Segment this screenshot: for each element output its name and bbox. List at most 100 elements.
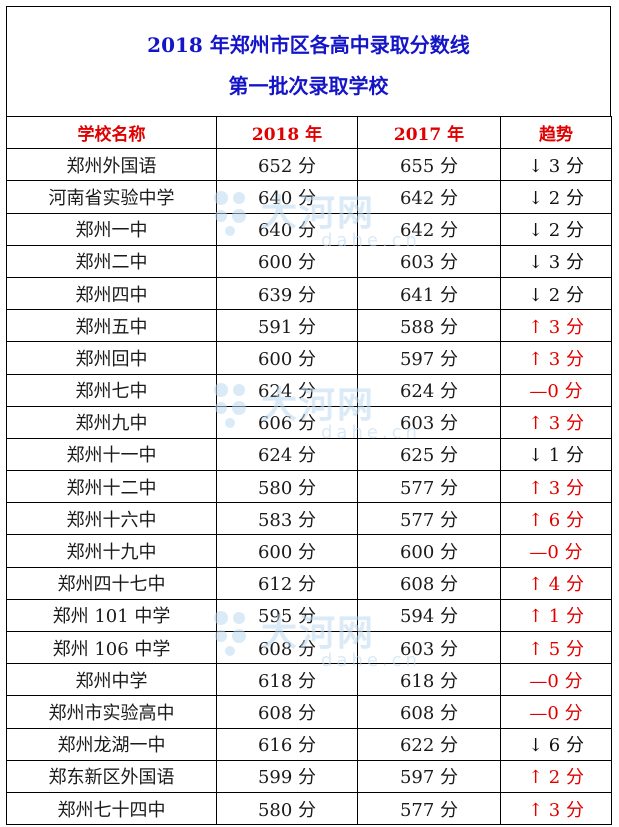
school-cell: 郑州五中 (6, 309, 217, 343)
header-2018: 2018 年 (216, 115, 358, 150)
score-2018-cell: 595 分 (216, 598, 358, 633)
school-cell: 郑州十六中 (6, 502, 217, 536)
table-row: 郑州五中 591 分 588 分 ↑ 3 分 (6, 309, 612, 343)
score-2018-cell: 639 分 (216, 276, 358, 311)
school-cell: 郑州龙湖一中 (6, 727, 217, 761)
trend-cell: ↑ 4 分 (500, 566, 612, 600)
trend-cell: ↑ 3 分 (500, 341, 612, 375)
trend-cell: ↑ 1 分 (500, 598, 612, 633)
table-row: 郑州外国语 652 分 655 分 ↓ 3 分 (6, 148, 612, 182)
score-2017-cell: 625 分 (357, 437, 501, 472)
table-row: 郑州十二中 580 分 577 分 ↑ 3 分 (6, 470, 612, 504)
table-row: 郑州十一中 624 分 625 分 ↓ 1 分 (6, 437, 612, 472)
header-school: 学校名称 (6, 115, 217, 150)
trend-cell: —0 分 (500, 663, 612, 697)
score-2018-cell: 591 分 (216, 309, 358, 343)
score-2017-cell: 577 分 (357, 502, 501, 536)
trend-cell: ↑ 3 分 (500, 309, 612, 343)
score-2017-cell: 597 分 (357, 341, 501, 375)
table-row: 郑州四中 639 分 641 分 ↓ 2 分 (6, 276, 612, 311)
score-2017-cell: 577 分 (357, 791, 501, 826)
page-subtitle: 第一批次录取学校 (228, 74, 389, 98)
header-trend: 趋势 (500, 115, 612, 150)
score-sheet: 2018 年郑州市区各高中录取分数线 第一批次录取学校 学校名称 2018 年 … (6, 6, 612, 826)
trend-cell: ↑ 6 分 (500, 502, 612, 536)
school-cell: 郑州 101 中学 (6, 598, 217, 633)
trend-cell: —0 分 (500, 695, 612, 729)
trend-cell: ↑ 3 分 (500, 470, 612, 504)
score-2017-cell: 594 分 (357, 598, 501, 633)
score-2017-cell: 641 分 (357, 276, 501, 311)
school-cell: 郑州中学 (6, 663, 217, 697)
school-cell: 郑州外国语 (6, 148, 217, 182)
table-header-row: 学校名称 2018 年 2017 年 趋势 (6, 115, 612, 150)
score-2018-cell: 600 分 (216, 341, 358, 375)
score-2017-cell: 603 分 (357, 630, 501, 665)
table-body: 郑州外国语 652 分 655 分 ↓ 3 分河南省实验中学 640 分 642 分 ↓ 2… (6, 148, 612, 826)
trend-cell: —0 分 (500, 373, 612, 407)
trend-cell: ↑ 5 分 (500, 630, 612, 665)
table-row: 河南省实验中学 640 分 642 分 ↓ 2 分 (6, 180, 612, 214)
trend-cell: ↑ 3 分 (500, 405, 612, 439)
school-cell: 郑州十九中 (6, 534, 217, 568)
trend-cell: ↓ 2 分 (500, 212, 612, 246)
score-2018-cell: 600 分 (216, 244, 358, 278)
score-2017-cell: 588 分 (357, 309, 501, 343)
table-row: 郑州十九中 600 分 600 分 —0 分 (6, 534, 612, 568)
trend-cell: ↑ 3 分 (500, 791, 612, 826)
table-row: 郑州龙湖一中 616 分 622 分 ↓ 6 分 (6, 727, 612, 761)
school-cell: 郑州回中 (6, 341, 217, 375)
school-cell: 郑州十一中 (6, 437, 217, 472)
score-2018-cell: 618 分 (216, 663, 358, 697)
title-box: 2018 年郑州市区各高中录取分数线 第一批次录取学校 (6, 6, 611, 116)
score-2017-cell: 577 分 (357, 470, 501, 504)
table-row: 郑州九中 606 分 603 分 ↑ 3 分 (6, 405, 612, 439)
score-2018-cell: 580 分 (216, 470, 358, 504)
trend-cell: ↓ 3 分 (500, 148, 612, 182)
score-2017-cell: 608 分 (357, 695, 501, 729)
school-cell: 郑州二中 (6, 244, 217, 278)
score-2017-cell: 603 分 (357, 405, 501, 439)
score-2017-cell: 642 分 (357, 180, 501, 214)
trend-cell: ↓ 1 分 (500, 437, 612, 472)
table-row: 郑州七中 624 分 624 分 —0 分 (6, 373, 612, 407)
trend-cell: ↓ 6 分 (500, 727, 612, 761)
score-2018-cell: 583 分 (216, 502, 358, 536)
score-2018-cell: 608 分 (216, 695, 358, 729)
score-2018-cell: 608 分 (216, 630, 358, 665)
school-cell: 郑州七十四中 (6, 791, 217, 826)
school-cell: 郑东新区外国语 (6, 759, 217, 793)
table-row: 郑州七十四中 580 分 577 分 ↑ 3 分 (6, 791, 612, 826)
school-cell: 郑州十二中 (6, 470, 217, 504)
table-row: 郑州十六中 583 分 577 分 ↑ 6 分 (6, 502, 612, 536)
school-cell: 郑州九中 (6, 405, 217, 439)
trend-cell: ↓ 2 分 (500, 276, 612, 311)
table-row: 郑州一中 640 分 642 分 ↓ 2 分 (6, 212, 612, 246)
table-row: 郑州市实验高中 608 分 608 分 —0 分 (6, 695, 612, 729)
school-cell: 郑州市实验高中 (6, 695, 217, 729)
score-2018-cell: 599 分 (216, 759, 358, 793)
score-2017-cell: 618 分 (357, 663, 501, 697)
score-2018-cell: 616 分 (216, 727, 358, 761)
trend-cell: ↓ 3 分 (500, 244, 612, 278)
score-2018-cell: 624 分 (216, 437, 358, 472)
page-title: 2018 年郑州市区各高中录取分数线 (147, 33, 470, 57)
school-cell: 郑州 106 中学 (6, 630, 217, 665)
school-cell: 郑州四中 (6, 276, 217, 311)
trend-cell: —0 分 (500, 534, 612, 568)
score-2017-cell: 603 分 (357, 244, 501, 278)
score-2018-cell: 624 分 (216, 373, 358, 407)
score-2017-cell: 600 分 (357, 534, 501, 568)
score-2017-cell: 608 分 (357, 566, 501, 600)
school-cell: 河南省实验中学 (6, 180, 217, 214)
table-row: 郑东新区外国语 599 分 597 分 ↑ 2 分 (6, 759, 612, 793)
score-2018-cell: 640 分 (216, 180, 358, 214)
score-2018-cell: 612 分 (216, 566, 358, 600)
school-cell: 郑州七中 (6, 373, 217, 407)
school-cell: 郑州一中 (6, 212, 217, 246)
school-cell: 郑州四十七中 (6, 566, 217, 600)
score-2018-cell: 580 分 (216, 791, 358, 826)
header-2017: 2017 年 (357, 115, 501, 150)
table-row: 郑州二中 600 分 603 分 ↓ 3 分 (6, 244, 612, 278)
table-row: 郑州四十七中 612 分 608 分 ↑ 4 分 (6, 566, 612, 600)
